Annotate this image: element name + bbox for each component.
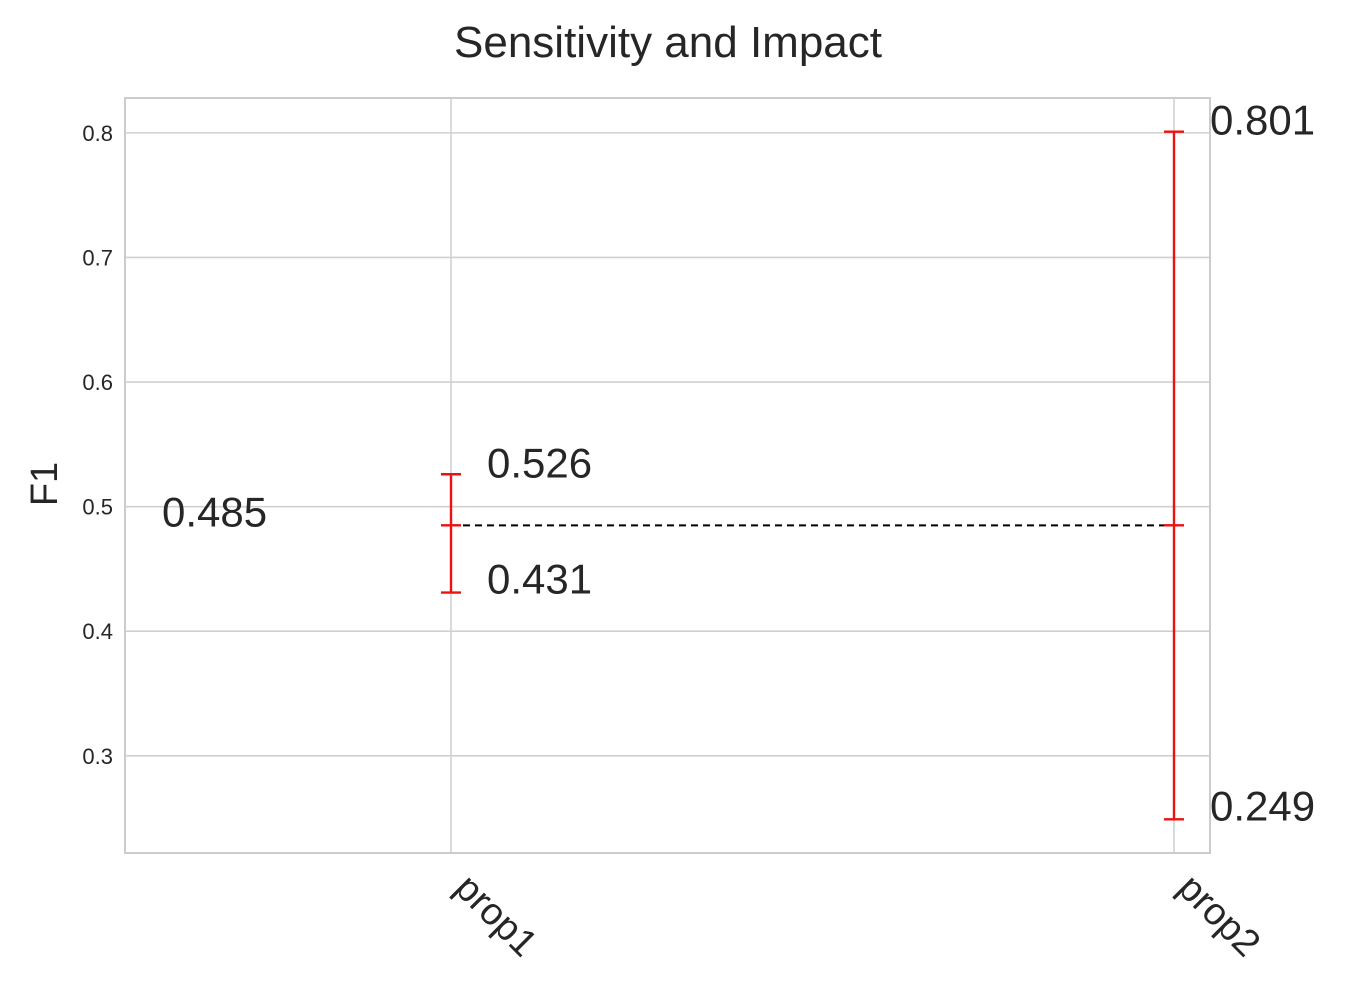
y-tick-label: 0.5 — [82, 495, 113, 520]
x-tick-label: prop1 — [447, 867, 545, 965]
x-tick-label: prop2 — [1170, 867, 1268, 965]
y-axis-ticks: 0.3 0.4 0.5 0.6 0.7 0.8 — [82, 121, 113, 769]
y-tick-label: 0.7 — [82, 245, 113, 270]
baseline-value-label: 0.485 — [162, 488, 267, 535]
grid-lines — [125, 98, 1210, 853]
low-value-label-prop2: 0.249 — [1210, 782, 1315, 829]
low-value-label-prop1: 0.431 — [487, 556, 592, 603]
y-tick-label: 0.3 — [82, 744, 113, 769]
y-tick-label: 0.6 — [82, 370, 113, 395]
y-axis-label: F1 — [24, 462, 66, 506]
y-tick-label: 0.4 — [82, 619, 113, 644]
y-tick-label: 0.8 — [82, 121, 113, 146]
chart-title: Sensitivity and Impact — [454, 18, 882, 67]
plot-frame — [124, 97, 1211, 854]
x-axis-ticks: prop1 prop2 — [447, 867, 1268, 965]
high-value-label-prop1: 0.526 — [487, 439, 592, 486]
chart-marks — [441, 130, 1184, 821]
value-labels: 0.485 0.526 0.431 0.801 0.249 — [162, 97, 1315, 830]
high-value-label-prop2: 0.801 — [1210, 97, 1315, 144]
